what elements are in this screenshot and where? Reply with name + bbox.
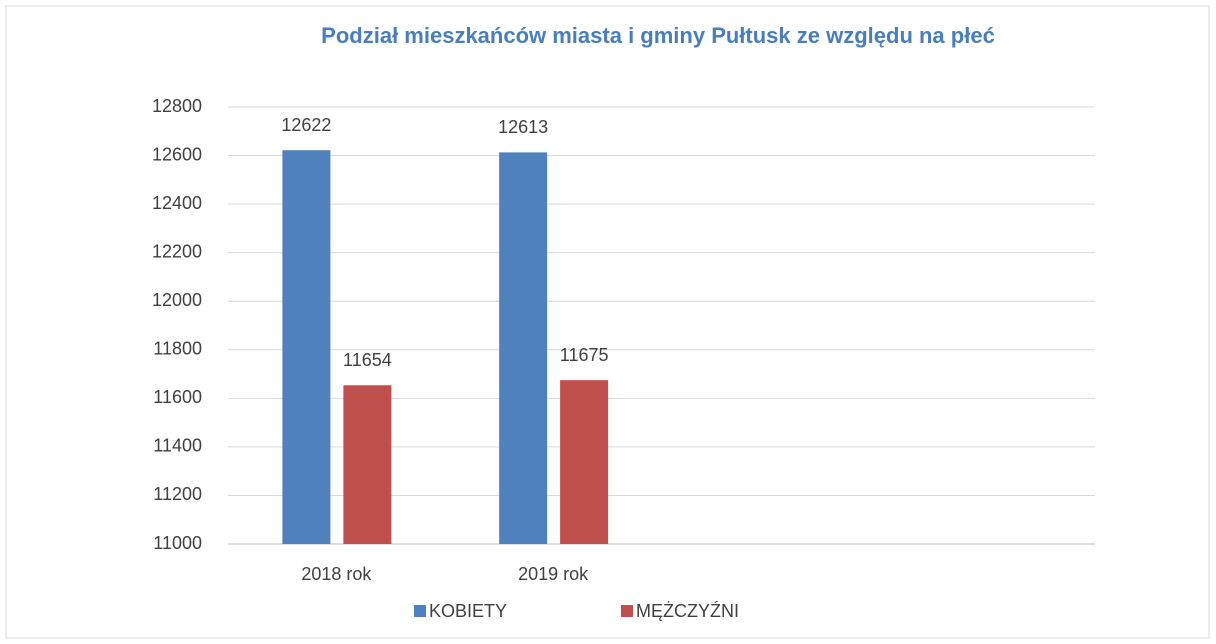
- bar: [282, 150, 331, 544]
- y-tick-label: 12800: [152, 96, 202, 116]
- y-tick-label: 12000: [152, 290, 202, 310]
- data-label: 11654: [343, 350, 392, 370]
- bar: [499, 152, 548, 544]
- legend-label: MĘŻCZYŹNI: [636, 601, 739, 621]
- bar: [343, 385, 392, 544]
- y-tick-label: 12600: [152, 144, 202, 164]
- y-tick-label: 11000: [153, 533, 202, 553]
- y-tick-label: 11600: [153, 387, 202, 407]
- bar: [560, 380, 609, 544]
- data-label: 12622: [281, 115, 331, 135]
- data-label: 11675: [560, 345, 609, 365]
- data-label: 12613: [498, 117, 548, 137]
- chart-title: Podział mieszkańców miasta i gminy Pułtu…: [321, 23, 995, 48]
- y-tick-label: 11800: [153, 339, 202, 359]
- y-tick-label: 12200: [152, 241, 202, 261]
- legend-label: KOBIETY: [429, 601, 507, 621]
- y-tick-label: 11400: [153, 436, 202, 456]
- x-tick-label: 2018 rok: [301, 564, 372, 584]
- legend-swatch: [414, 605, 426, 617]
- legend-swatch: [621, 605, 633, 617]
- y-tick-label: 12400: [152, 193, 202, 213]
- x-tick-label: 2019 rok: [518, 564, 589, 584]
- y-tick-label: 11200: [153, 484, 202, 504]
